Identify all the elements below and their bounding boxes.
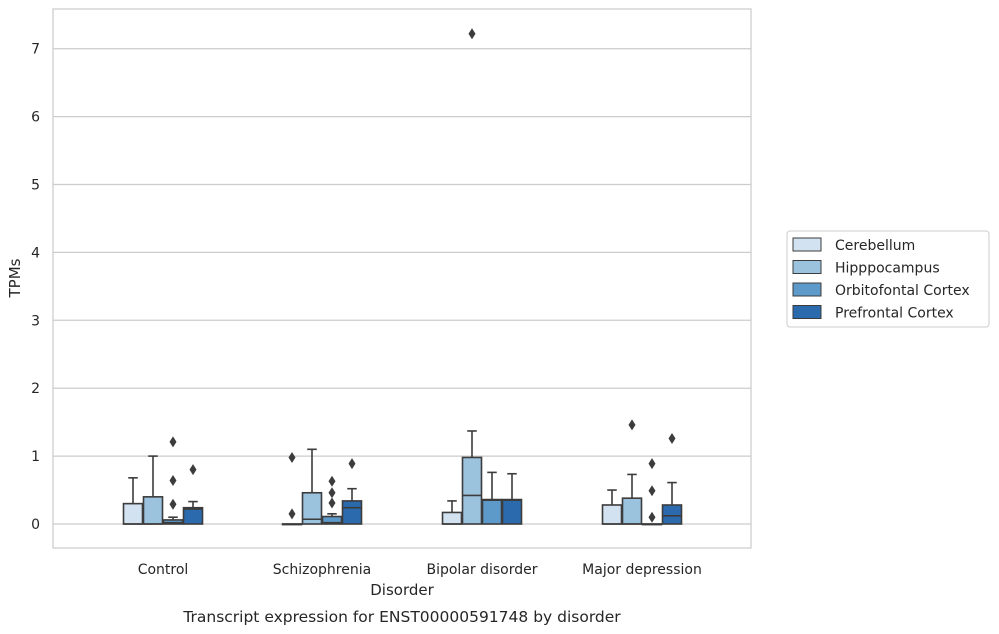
box-1-2 <box>461 28 483 525</box>
legend-swatch <box>792 305 822 319</box>
outlier-point <box>648 458 656 470</box>
y-axis-label: TPMs <box>6 258 24 298</box>
x-tick-label: Schizophrenia <box>273 562 371 578</box>
outlier-point <box>169 475 177 487</box>
outlier-point <box>328 487 336 499</box>
outlier-point <box>288 451 296 463</box>
y-tick-label: 5 <box>31 178 40 194</box>
y-tick-labels: 0 1 2 3 4 5 6 7 <box>31 42 40 533</box>
x-axis-label: Disorder <box>370 581 434 599</box>
box-rect <box>182 506 204 525</box>
box-2-1 <box>321 475 343 525</box>
box-2-3 <box>641 458 663 526</box>
legend-label: Cerebellum <box>835 238 915 254</box>
box-rect <box>321 515 343 525</box>
outlier-point <box>348 458 356 470</box>
x-tick-labels: Control Schizophrenia Bipolar disorder Majo… <box>138 562 702 578</box>
x-tick-label: Control <box>138 562 189 578</box>
box-rect <box>461 456 483 525</box>
box-0-0 <box>122 477 144 525</box>
outlier-point <box>328 497 336 509</box>
y-tick-label: 6 <box>31 110 40 126</box>
box-rect <box>481 498 503 525</box>
box-3-0 <box>182 464 204 525</box>
box-0-2 <box>441 500 463 525</box>
y-tick-label: 7 <box>31 42 40 58</box>
y-tick-label: 3 <box>31 313 40 329</box>
box-rect <box>341 500 363 525</box>
outlier-point <box>648 485 656 497</box>
legend-label: Hipppocampus <box>835 261 940 277</box>
x-tick-label: Bipolar disorder <box>426 562 537 578</box>
box-2-2 <box>481 471 503 525</box>
x-tick-label: Major depression <box>582 562 702 578</box>
legend-frame <box>786 230 990 328</box>
outlier-point <box>628 419 636 431</box>
box-rect <box>122 502 144 525</box>
y-tick-label: 2 <box>31 381 40 397</box>
outlier-point <box>468 28 476 40</box>
outlier-point <box>648 511 656 523</box>
chart-caption: Transcript expression for ENST0000059174… <box>182 608 621 626</box>
plot-area-frame <box>52 8 752 549</box>
boxes <box>122 28 683 526</box>
y-tick-label: 4 <box>31 245 40 261</box>
legend-label: Prefrontal Cortex <box>835 306 954 322</box>
box-1-3 <box>621 419 643 525</box>
box-3-3 <box>661 432 683 525</box>
box-0-1 <box>281 451 303 526</box>
legend-swatch <box>792 237 822 252</box>
box-rect <box>501 498 523 525</box>
legend: Cerebellum Hipppocampus Orbitofontal Corte… <box>786 230 990 328</box>
box-rect <box>142 496 164 525</box>
box-rect <box>621 497 643 525</box>
box-3-2 <box>501 472 523 525</box>
outlier-point <box>668 432 676 444</box>
y-tick-label: 1 <box>31 449 40 465</box>
outlier-point <box>169 498 177 510</box>
box-rect <box>601 504 623 525</box>
legend-label: Orbitofontal Cortex <box>835 283 970 299</box>
outlier-point <box>288 508 296 520</box>
legend-swatch <box>792 260 822 274</box>
box-rect <box>441 511 463 525</box>
box-1-1 <box>301 448 323 525</box>
outlier-point <box>189 464 197 476</box>
box-1-0 <box>142 455 164 525</box>
box-rect <box>301 491 323 525</box>
box-3-1 <box>341 458 363 525</box>
box-0-3 <box>601 489 623 525</box>
box-rect <box>661 504 683 525</box>
outlier-point <box>328 475 336 487</box>
box-2-0 <box>162 436 184 525</box>
y-tick-label: 0 <box>31 517 40 533</box>
legend-swatch <box>792 282 822 297</box>
outlier-point <box>169 436 177 448</box>
gridlines <box>53 48 751 525</box>
